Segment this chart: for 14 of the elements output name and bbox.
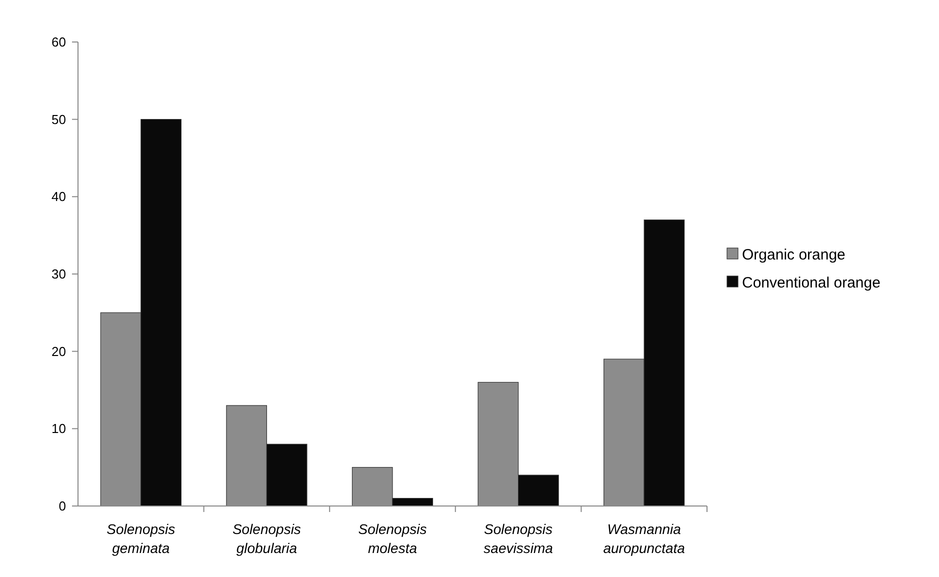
legend-label: Organic orange (742, 246, 846, 264)
x-tick-label: Solenopsis saevissima (484, 521, 554, 556)
y-tick-label: 10 (52, 421, 66, 436)
x-tick-label: Solenopsis molesta (358, 521, 427, 556)
x-tick-label: Solenopsis globularia (232, 521, 301, 556)
y-tick-label: 40 (52, 189, 66, 204)
y-tick-label: 0 (58, 498, 66, 514)
y-tick-label: 20 (52, 344, 66, 359)
y-tick-label: 50 (52, 112, 66, 127)
y-tick-label: 60 (52, 34, 66, 50)
y-tick-label: 30 (52, 266, 66, 282)
x-tick-label: Wasmannia auropunctata (603, 521, 686, 556)
x-tick-label: Solenopsis geminata (106, 521, 176, 556)
legend-label: Conventional orange (742, 274, 880, 292)
